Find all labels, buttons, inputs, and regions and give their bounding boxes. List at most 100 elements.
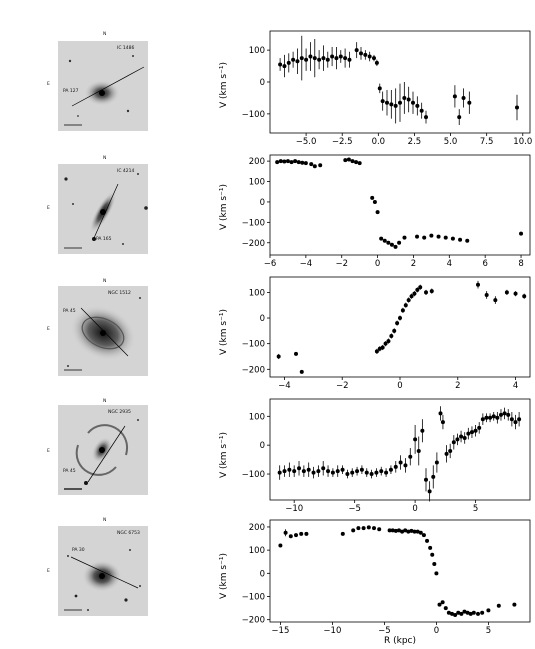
data-point bbox=[364, 470, 369, 475]
data-point bbox=[400, 529, 405, 534]
data-point bbox=[303, 161, 308, 166]
data-point bbox=[300, 160, 305, 165]
x-tick-label: −15 bbox=[271, 626, 289, 636]
north-label: N bbox=[103, 156, 107, 161]
data-point bbox=[355, 469, 360, 474]
x-tick-label: −10 bbox=[323, 626, 341, 636]
y-tick-label: −100 bbox=[242, 470, 265, 480]
data-point bbox=[509, 417, 514, 422]
x-tick-label: −6 bbox=[264, 259, 277, 269]
data-point bbox=[392, 328, 397, 333]
y-tick-label: 200 bbox=[249, 523, 265, 533]
data-point bbox=[350, 159, 355, 164]
data-point bbox=[372, 526, 376, 531]
data-point bbox=[309, 162, 314, 167]
data-point bbox=[422, 235, 427, 240]
data-point bbox=[374, 470, 379, 475]
data-point bbox=[294, 351, 298, 356]
x-axis-label: R (kpc) bbox=[383, 636, 416, 646]
y-tick-label: 0 bbox=[260, 198, 265, 208]
data-point bbox=[471, 610, 476, 615]
data-point bbox=[451, 440, 456, 445]
data-point bbox=[408, 454, 413, 459]
data-point bbox=[424, 290, 428, 295]
data-point bbox=[496, 603, 501, 608]
x-tick-label: −5 bbox=[348, 504, 361, 514]
galaxy-image: IC 1486 PA 127 bbox=[58, 41, 148, 131]
data-point bbox=[389, 242, 394, 247]
y-tick-label: 100 bbox=[249, 178, 265, 188]
data-point bbox=[377, 527, 382, 532]
data-point bbox=[282, 159, 287, 164]
data-point bbox=[278, 543, 283, 548]
data-point bbox=[288, 534, 293, 539]
data-point bbox=[513, 291, 518, 296]
x-tick-label: 4 bbox=[447, 259, 452, 269]
data-point bbox=[409, 528, 414, 533]
data-point bbox=[424, 477, 428, 482]
data-point bbox=[421, 533, 426, 538]
data-point bbox=[415, 234, 420, 239]
plot-panel-4: −10 −5 0 5 −100 0 100 bbox=[242, 398, 531, 514]
east-label: E bbox=[47, 82, 50, 87]
data-point bbox=[406, 529, 411, 534]
x-tick-label: −2 bbox=[335, 259, 348, 269]
position-angle-label: PA 30 bbox=[72, 548, 85, 553]
data-point bbox=[430, 552, 435, 557]
plot-panel-3: −4 −2 0 2 4 −200 −100 0 100 bbox=[242, 276, 531, 391]
data-point bbox=[387, 528, 392, 533]
data-point bbox=[379, 469, 384, 474]
galaxy-name-label: IC 1486 bbox=[117, 46, 135, 51]
data-point bbox=[466, 431, 471, 436]
data-point bbox=[312, 164, 317, 169]
data-point bbox=[374, 349, 379, 354]
data-point bbox=[418, 285, 423, 290]
data-point bbox=[443, 606, 448, 611]
data-point bbox=[440, 600, 445, 605]
galaxy-name-label: IC 4214 bbox=[117, 169, 135, 174]
data-point bbox=[345, 472, 350, 477]
x-tick-label: −2 bbox=[336, 381, 349, 391]
x-tick-label: 6 bbox=[482, 259, 487, 269]
data-point bbox=[296, 160, 301, 165]
data-point bbox=[517, 417, 522, 422]
galaxy-image: NGC 6753 PA 30 bbox=[58, 526, 148, 616]
data-point bbox=[299, 56, 304, 61]
plot-panel-1: −5.0 −2.5 0.0 2.5 5.0 7.5 10.0 −100 0 100 bbox=[242, 30, 532, 147]
data-point bbox=[377, 86, 382, 91]
data-point bbox=[476, 611, 480, 616]
plot-frame bbox=[269, 519, 531, 623]
data-point bbox=[380, 345, 385, 350]
data-point bbox=[453, 613, 458, 618]
y-tick-label: −200 bbox=[242, 239, 265, 249]
data-point bbox=[367, 54, 372, 59]
data-point bbox=[522, 294, 527, 299]
data-point bbox=[413, 437, 418, 442]
plot-frame bbox=[269, 154, 531, 256]
data-point bbox=[308, 54, 313, 59]
data-point bbox=[429, 289, 434, 294]
data-point bbox=[393, 244, 398, 249]
data-point bbox=[469, 430, 474, 435]
data-point bbox=[393, 103, 398, 108]
position-angle-label: PA 45 bbox=[63, 469, 76, 474]
data-point bbox=[461, 95, 466, 100]
data-point bbox=[403, 303, 408, 308]
data-point bbox=[370, 195, 375, 200]
galaxy-image: IC 4214 PA 165 bbox=[58, 164, 148, 254]
x-tick-label: 10.0 bbox=[513, 137, 532, 147]
galaxy-name-label: NGC 1512 bbox=[108, 291, 131, 296]
galaxy-name-label: NGC 2935 bbox=[108, 410, 131, 415]
x-tick-label: 2 bbox=[455, 381, 460, 391]
data-point bbox=[386, 240, 391, 245]
north-label: N bbox=[103, 279, 107, 284]
data-point bbox=[443, 235, 448, 240]
data-point bbox=[379, 236, 384, 241]
data-point bbox=[424, 115, 428, 120]
data-point bbox=[359, 51, 363, 56]
east-label: E bbox=[47, 327, 50, 332]
data-point bbox=[398, 460, 403, 465]
y-tick-label: 0 bbox=[260, 78, 265, 88]
x-tick-label: 4 bbox=[513, 381, 518, 391]
